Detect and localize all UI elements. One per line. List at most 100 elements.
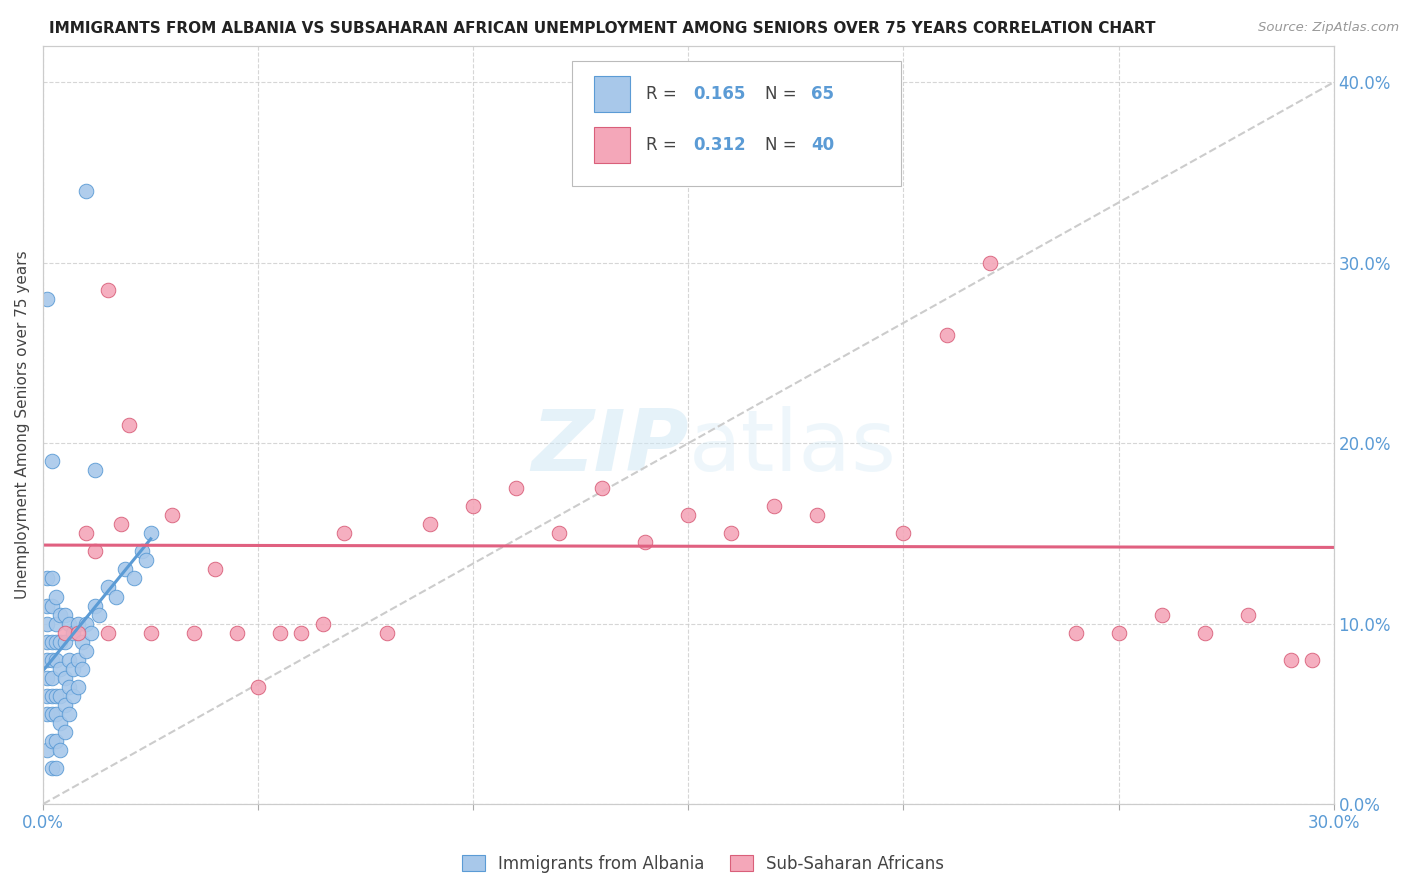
Point <box>37 292 59 306</box>
Point <box>37 616 59 631</box>
Point <box>66 680 89 694</box>
Point <box>37 743 59 757</box>
Point <box>45 734 67 748</box>
Text: 0.312: 0.312 <box>693 136 747 153</box>
Point <box>463 500 485 514</box>
Point <box>333 526 356 541</box>
Point <box>225 625 247 640</box>
Point <box>312 616 335 631</box>
Point <box>83 599 105 613</box>
Point <box>70 662 93 676</box>
Point <box>135 553 157 567</box>
Point <box>935 327 957 342</box>
Point <box>49 743 72 757</box>
Point <box>37 671 59 685</box>
FancyBboxPatch shape <box>572 62 901 186</box>
Point <box>37 571 59 585</box>
Point <box>1236 607 1258 622</box>
Point <box>49 689 72 703</box>
Point <box>591 156 613 170</box>
Point <box>49 634 72 648</box>
Point <box>678 508 700 523</box>
Point <box>41 671 63 685</box>
Point <box>97 625 120 640</box>
Point <box>893 526 915 541</box>
Point <box>53 625 76 640</box>
Point <box>505 481 527 495</box>
Point <box>139 625 162 640</box>
Point <box>75 184 97 198</box>
Point <box>105 590 128 604</box>
Point <box>548 526 571 541</box>
Y-axis label: Unemployment Among Seniors over 75 years: Unemployment Among Seniors over 75 years <box>15 251 30 599</box>
Text: 65: 65 <box>811 85 834 103</box>
Point <box>58 616 80 631</box>
Point <box>45 590 67 604</box>
Point <box>131 544 153 558</box>
Point <box>62 662 84 676</box>
Point <box>41 761 63 775</box>
Point <box>591 481 613 495</box>
Point <box>66 625 89 640</box>
Point <box>204 562 226 576</box>
Point <box>45 761 67 775</box>
Point <box>419 517 441 532</box>
Point <box>634 535 657 549</box>
Point <box>53 607 76 622</box>
Point <box>41 454 63 468</box>
Point <box>97 283 120 297</box>
Point <box>1279 653 1302 667</box>
Text: atlas: atlas <box>689 407 897 490</box>
Point <box>83 463 105 477</box>
Point <box>720 526 742 541</box>
Point <box>41 653 63 667</box>
Point <box>37 653 59 667</box>
Point <box>41 571 63 585</box>
Point <box>806 508 828 523</box>
Point <box>41 706 63 721</box>
Point <box>114 562 136 576</box>
Text: N =: N = <box>765 85 801 103</box>
Point <box>979 256 1001 270</box>
Point <box>45 653 67 667</box>
Text: 0.165: 0.165 <box>693 85 747 103</box>
Point <box>53 671 76 685</box>
Point <box>66 653 89 667</box>
Point <box>763 500 786 514</box>
FancyBboxPatch shape <box>595 76 630 112</box>
Text: R =: R = <box>645 85 682 103</box>
FancyBboxPatch shape <box>595 127 630 163</box>
Point <box>1301 653 1323 667</box>
Point <box>97 581 120 595</box>
Point <box>41 734 63 748</box>
Point <box>290 625 312 640</box>
Point <box>49 715 72 730</box>
Point <box>53 698 76 712</box>
Point <box>1064 625 1087 640</box>
Point <box>118 418 141 433</box>
Point <box>41 689 63 703</box>
Point <box>45 706 67 721</box>
Point <box>37 599 59 613</box>
Point <box>62 625 84 640</box>
Point <box>37 689 59 703</box>
Point <box>83 544 105 558</box>
Point <box>58 706 80 721</box>
Text: Source: ZipAtlas.com: Source: ZipAtlas.com <box>1258 21 1399 35</box>
Text: N =: N = <box>765 136 801 153</box>
Point <box>49 607 72 622</box>
Point <box>53 724 76 739</box>
Point <box>375 625 398 640</box>
Point <box>110 517 132 532</box>
Point <box>247 680 270 694</box>
Point <box>75 643 97 657</box>
Point <box>45 634 67 648</box>
Point <box>269 625 291 640</box>
Point <box>79 625 101 640</box>
Point <box>1194 625 1216 640</box>
Point <box>87 607 110 622</box>
Point <box>37 706 59 721</box>
Point <box>183 625 205 640</box>
Point <box>122 571 145 585</box>
Text: ZIP: ZIP <box>531 407 689 490</box>
